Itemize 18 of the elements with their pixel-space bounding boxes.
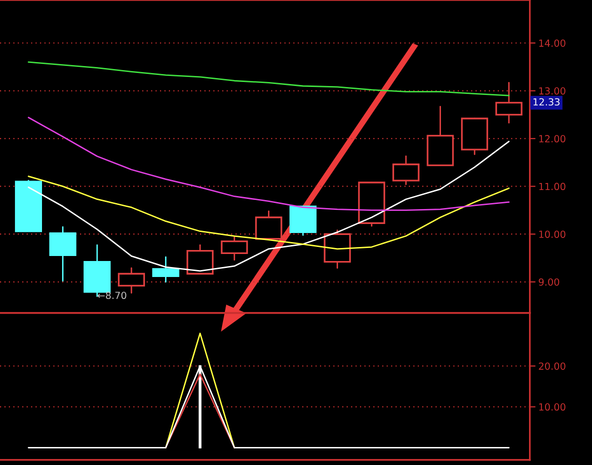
y-tick-label: 12.00: [539, 135, 566, 142]
candlestick: [152, 256, 180, 283]
y-tick-label: 14.00: [539, 39, 566, 47]
candlestick: [495, 82, 522, 124]
y-tick-label: 9.00: [538, 278, 560, 286]
line-series: [28, 116, 510, 211]
y-tick-label: 11.00: [539, 182, 566, 190]
line-series: [28, 61, 510, 96]
y-tick-label: 10.00: [539, 230, 566, 238]
candlestick: [49, 226, 76, 282]
text: 12.33: [534, 98, 560, 106]
candlestick: [220, 236, 248, 261]
y-tick-label: 13.00: [539, 87, 566, 95]
y-tick-label: 20.00: [538, 362, 566, 370]
line-series: [28, 140, 510, 272]
y-tick-label: 10.00: [539, 403, 566, 411]
line-series: [28, 176, 510, 250]
annotation: ←8.70: [98, 292, 126, 300]
